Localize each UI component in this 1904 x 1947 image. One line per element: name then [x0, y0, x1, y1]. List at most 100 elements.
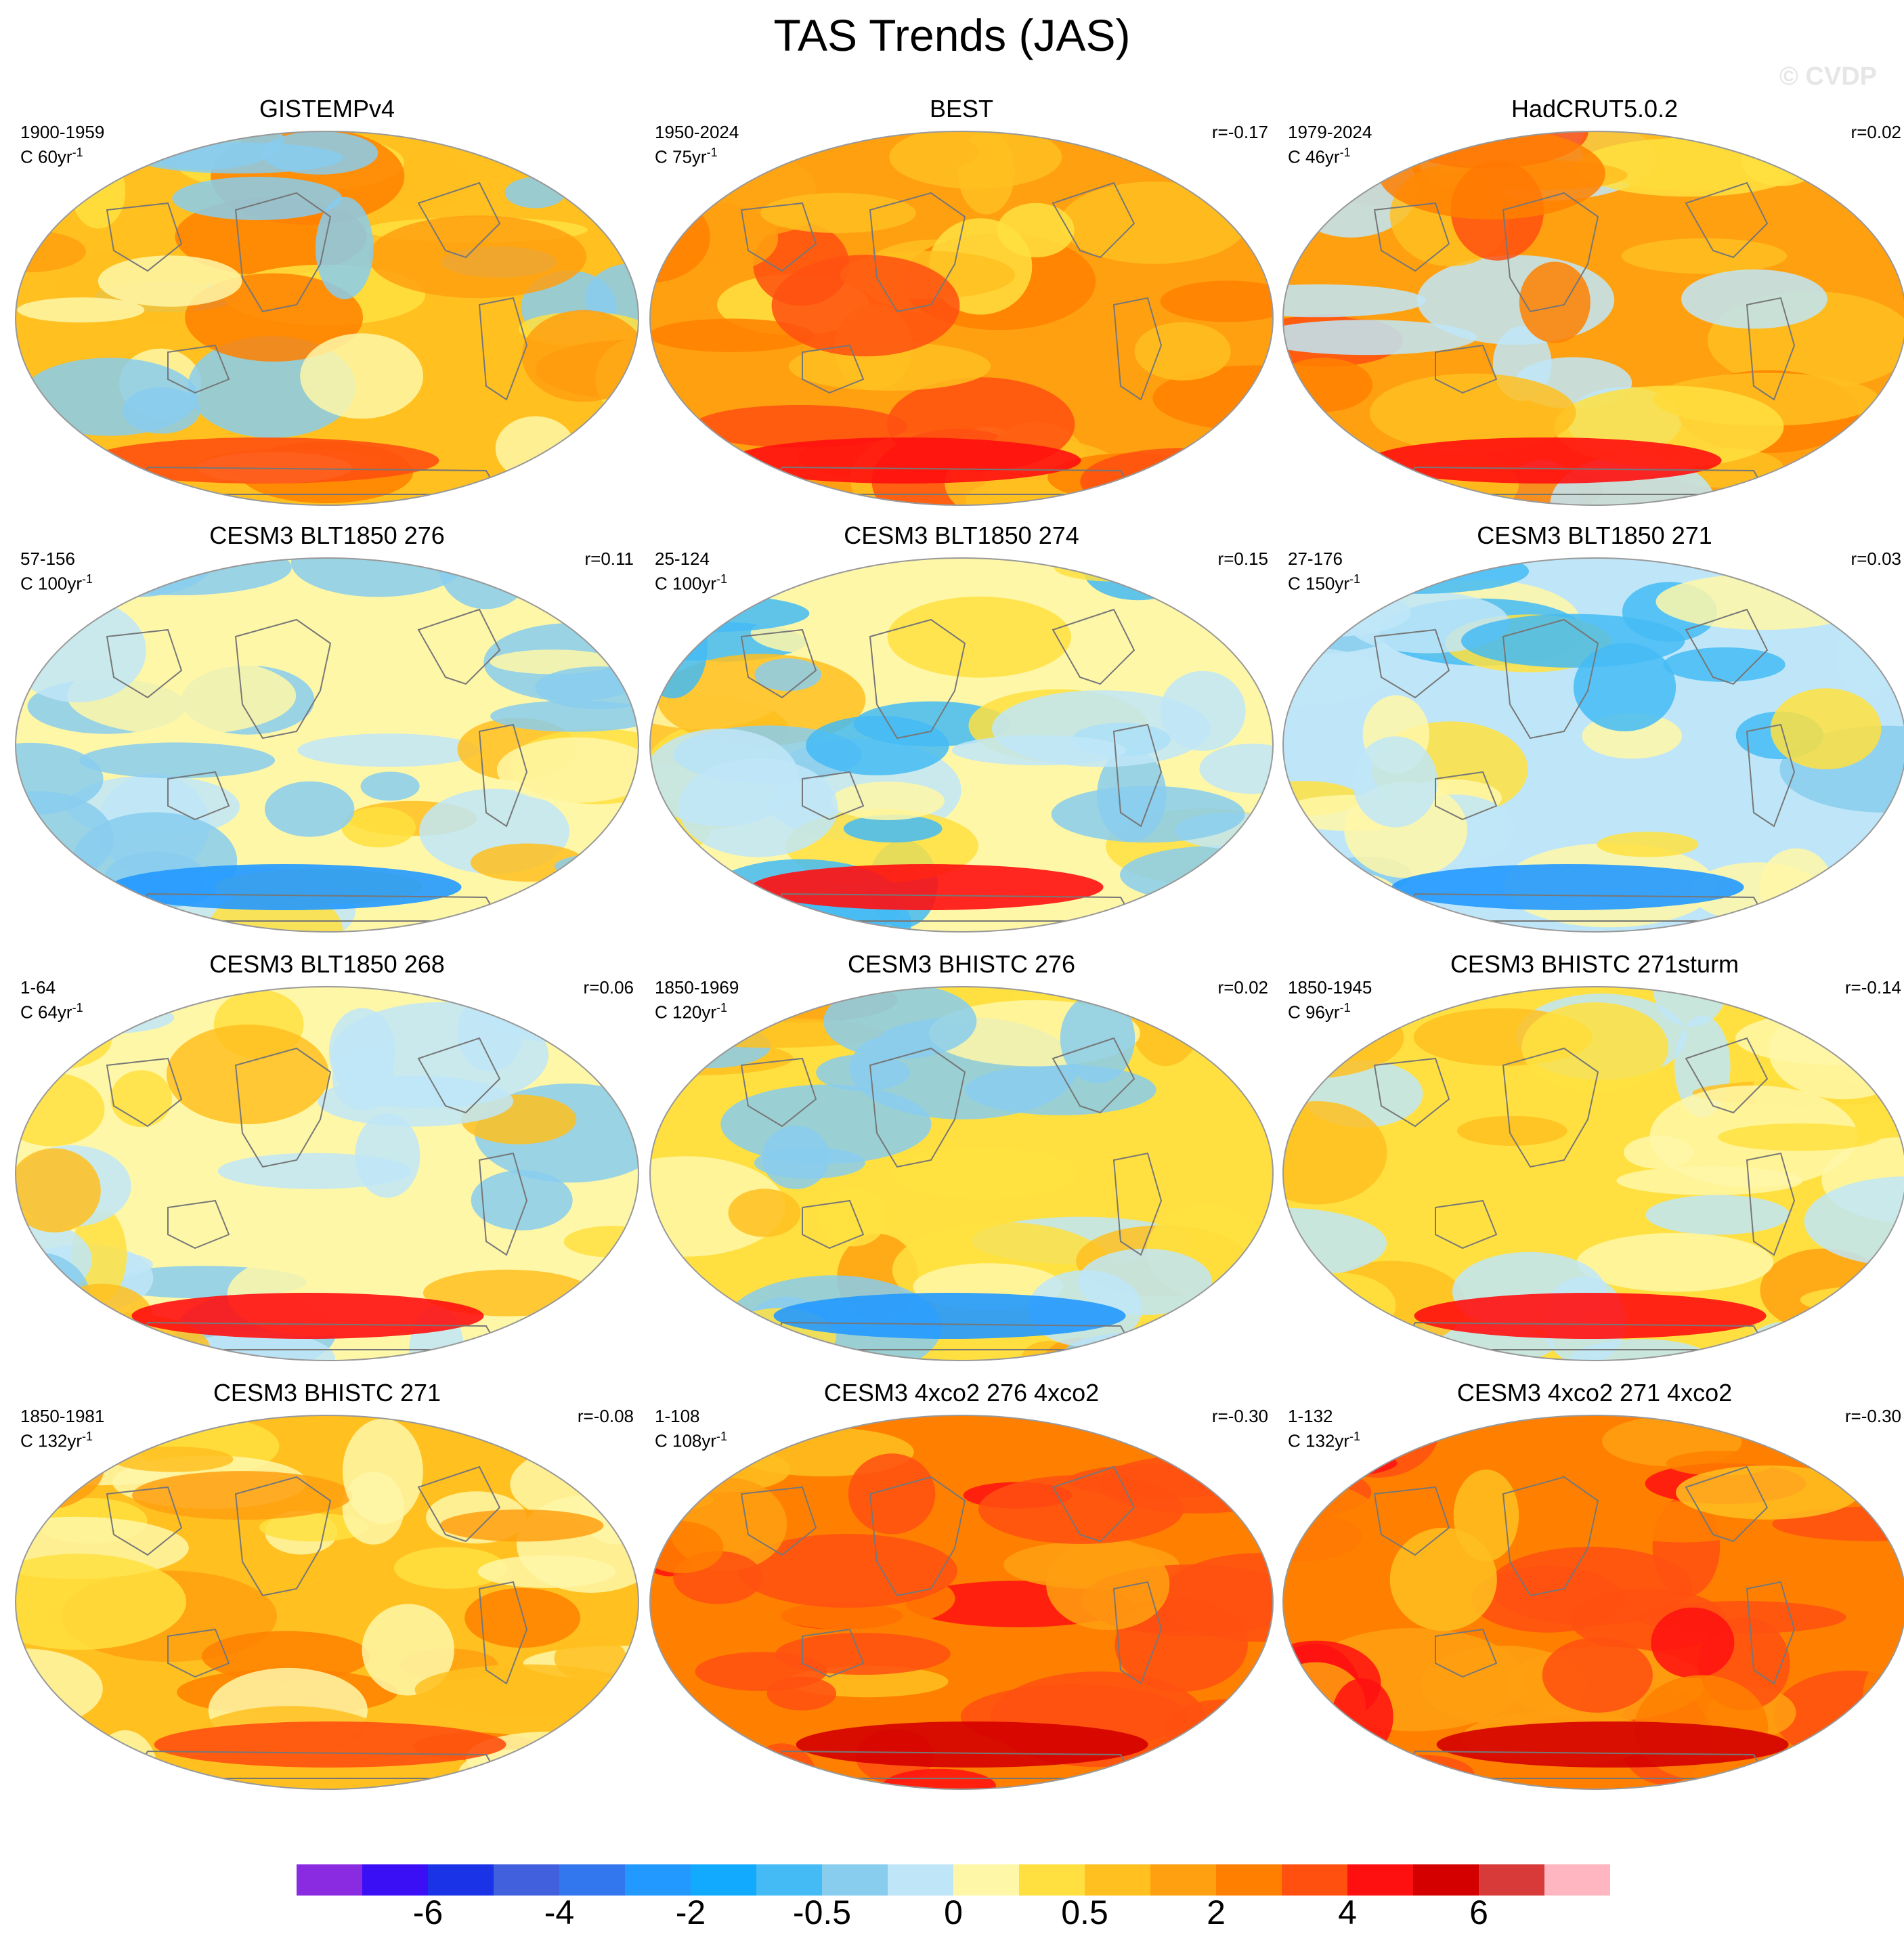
trend-map: [15, 557, 639, 933]
period-range: 1-108: [655, 1406, 700, 1426]
coastline: [869, 1476, 966, 1597]
map-panel: CESM3 BHISTC 276 1850-1969 C 120yr-1 r=0.02: [647, 950, 1276, 1384]
coastline: [869, 192, 966, 313]
trend-map: [15, 986, 639, 1361]
trend-region: [1616, 1166, 1803, 1195]
trend-region: [290, 558, 466, 597]
coastline: [167, 771, 230, 821]
period-length: C 96yr-1: [1288, 1001, 1351, 1023]
map-outline: [649, 1415, 1274, 1790]
trend-region: [695, 1652, 827, 1691]
trend-region: [1283, 1038, 1335, 1067]
coastline: [1685, 181, 1769, 259]
trend-region: [1283, 464, 1402, 505]
trend-region: [882, 1768, 996, 1789]
coastline: [167, 1628, 230, 1678]
trend-region: [1051, 786, 1245, 843]
coastline: [167, 344, 230, 394]
southern-ocean-band: [796, 1721, 1148, 1768]
period-length: C 64yr-1: [20, 1001, 83, 1023]
panel-period: 27-176 C 150yr-1: [1288, 549, 1360, 594]
panel-title: CESM3 4xco2 276 4xco2: [823, 1379, 1100, 1407]
map-panel: CESM3 4xco2 271 4xco2 1-132 C 132yr-1 r=-0.…: [1280, 1379, 1904, 1812]
map-panel: CESM3 BLT1850 271 27-176 C 150yr-1 r=0.03: [1280, 521, 1904, 955]
trend-map: [649, 986, 1274, 1361]
trend-region: [1456, 1115, 1567, 1146]
trend-region: [1681, 269, 1827, 329]
trend-region: [1624, 1136, 1693, 1169]
trend-region: [650, 1156, 785, 1257]
trend-map: [1282, 557, 1904, 933]
panel-period: 1-64 C 64yr-1: [20, 977, 83, 1023]
trend-region: [521, 309, 639, 402]
trend-map: [1282, 131, 1904, 506]
trend-region: [1656, 574, 1871, 630]
trend-region: [16, 558, 197, 572]
trend-region: [1283, 1272, 1396, 1338]
trend-region: [1389, 1527, 1497, 1631]
map-outline: [15, 986, 639, 1361]
trend-map: [15, 131, 639, 506]
coastline: [1052, 608, 1135, 685]
trend-region: [997, 202, 1075, 257]
trend-region: [965, 479, 1082, 505]
trend-region: [343, 1418, 423, 1524]
trend-region: [1283, 1101, 1387, 1205]
map-panel: CESM3 BHISTC 271 1850-1981 C 132yr-1 r=-0.0…: [12, 1379, 642, 1812]
panel-title: CESM3 BHISTC 271sturm: [1450, 950, 1739, 978]
coastline: [417, 608, 501, 685]
trend-region: [20, 358, 198, 436]
trend-region: [754, 658, 821, 691]
colorbar-label: -4: [544, 1893, 575, 1931]
period-range: 57-156: [20, 549, 75, 569]
trend-region: [1369, 373, 1576, 452]
coastline: [1746, 1581, 1796, 1685]
colorbar-box: [625, 1864, 691, 1896]
period-length: C 60yr-1: [20, 146, 83, 167]
trend-region: [1283, 320, 1477, 356]
panel-period: 1950-2024 C 75yr-1: [655, 122, 739, 167]
trend-region: [341, 807, 416, 848]
pattern-correlation: r=0.11: [584, 549, 634, 569]
colorbar-box: [1019, 1864, 1085, 1896]
trend-region: [1352, 736, 1438, 828]
pattern-correlation: r=-0.30: [1844, 1406, 1901, 1426]
southern-ocean-band: [1391, 864, 1744, 910]
trend-region: [892, 1147, 1078, 1199]
trend-region: [1331, 1678, 1393, 1755]
coastline: [1685, 1037, 1769, 1114]
trend-region: [1576, 1233, 1773, 1292]
map-outline: [15, 131, 639, 506]
trend-region: [1597, 832, 1699, 857]
coastline: [869, 618, 966, 740]
coastline: [167, 1199, 230, 1249]
period-range: 1850-1945: [1288, 977, 1372, 998]
coastline: [1373, 1486, 1450, 1556]
coastline: [1502, 1476, 1599, 1597]
trend-region: [16, 1751, 125, 1784]
trend-region: [806, 715, 949, 775]
coastline: [1373, 202, 1450, 272]
coastline: [1746, 723, 1796, 828]
trend-region: [201, 1631, 370, 1682]
pattern-correlation: r=0.15: [1217, 549, 1268, 569]
trend-region: [259, 1513, 369, 1542]
trend-region: [887, 596, 1071, 678]
trend-region: [1283, 987, 1349, 1012]
trend-region: [1519, 261, 1591, 343]
southern-ocean-band: [131, 1293, 484, 1339]
colorbar-box: [1216, 1864, 1282, 1896]
coastline: [1435, 771, 1498, 821]
panel-period: 25-124 C 100yr-1: [655, 549, 727, 594]
panel-title: BEST: [929, 95, 994, 123]
map-panel: CESM3 BLT1850 268 1-64 C 64yr-1 r=0.06: [12, 950, 642, 1384]
coastline: [234, 1047, 332, 1168]
trend-region: [650, 1003, 715, 1075]
trend-region: [355, 1113, 420, 1198]
trend-region: [1489, 1547, 1692, 1625]
trend-region: [207, 887, 343, 932]
trend-region: [816, 1054, 910, 1091]
trend-region: [1174, 1415, 1273, 1446]
pattern-correlation: r=0.02: [1851, 122, 1901, 142]
colorbar-box: [362, 1864, 428, 1896]
